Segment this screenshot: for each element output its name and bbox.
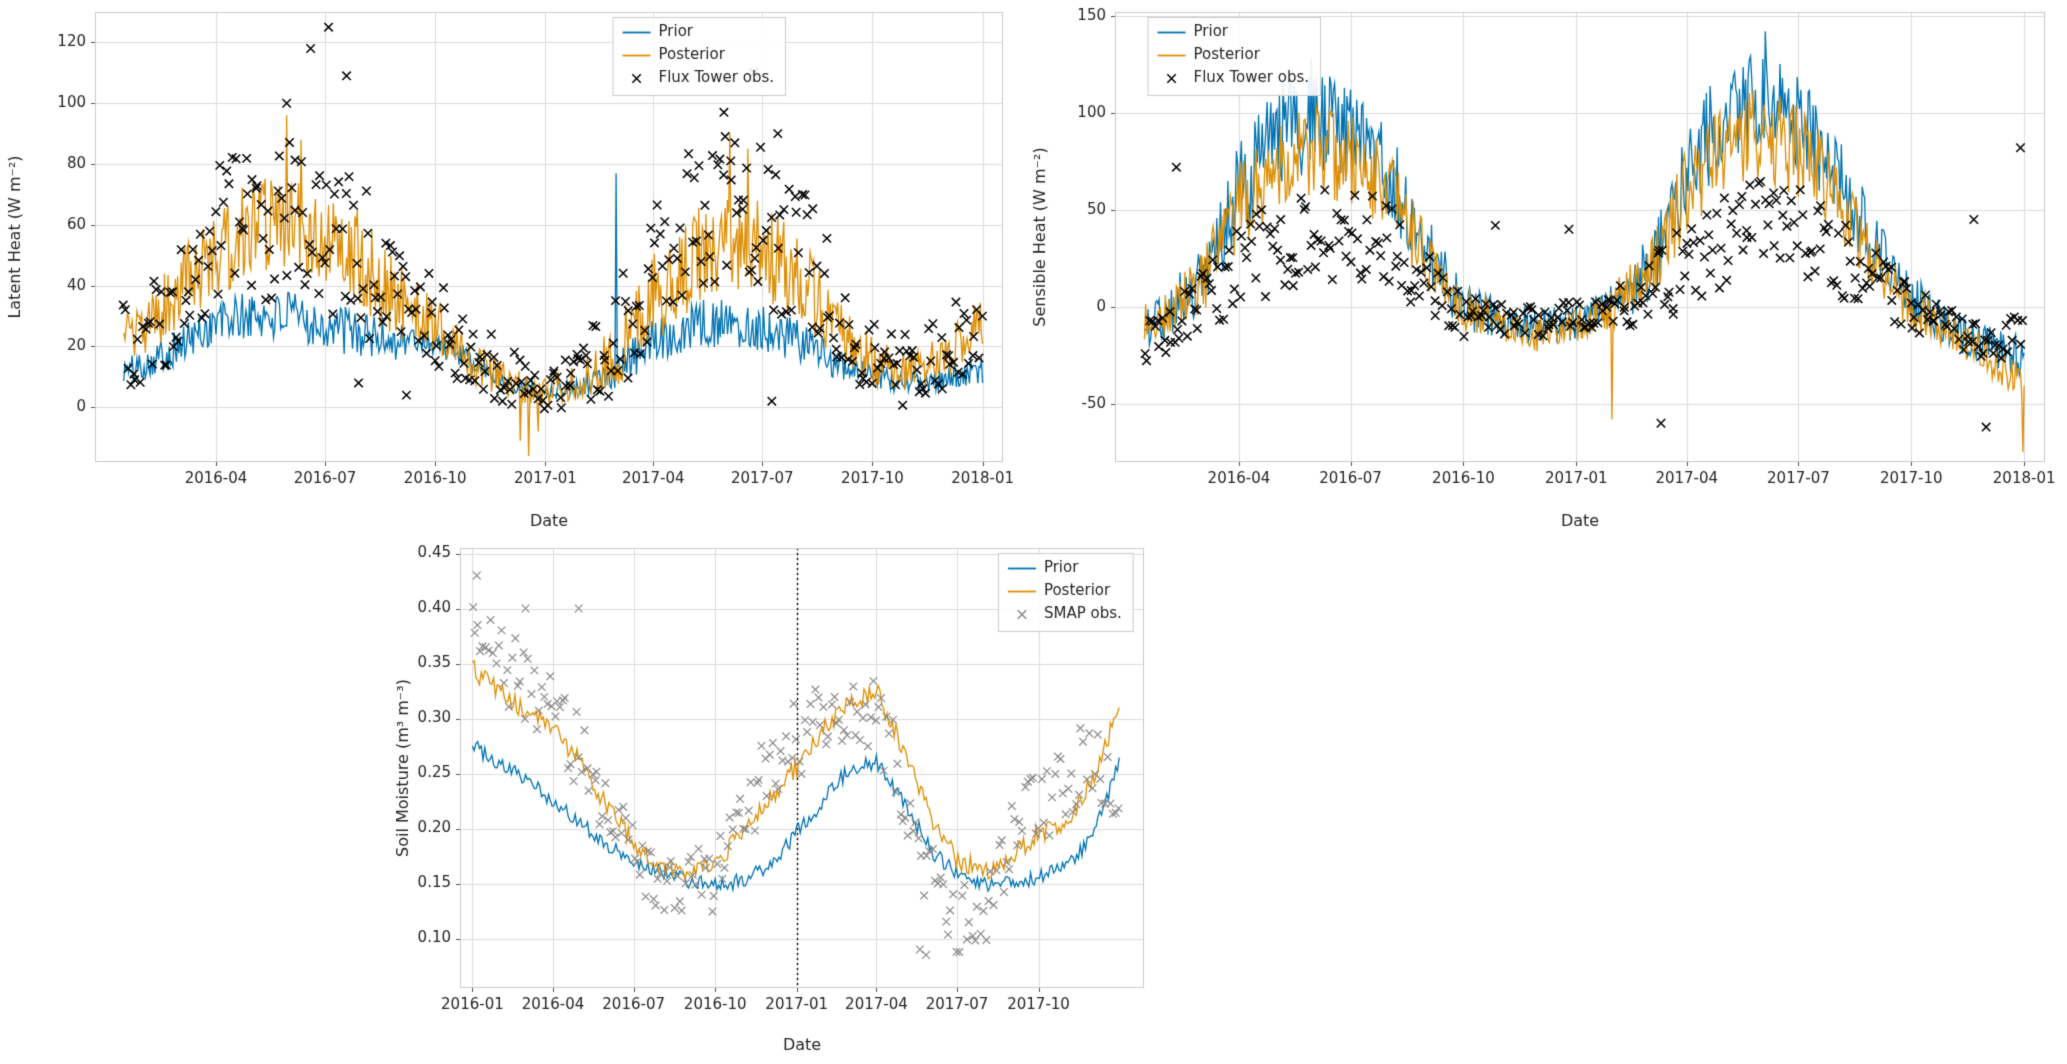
bottom-row — [0, 540, 2067, 1064]
top-row — [0, 0, 2067, 540]
latent-heat-chart — [0, 0, 1025, 540]
sensible-heat-chart — [1025, 0, 2067, 540]
soil-moisture-chart — [388, 540, 1158, 1064]
